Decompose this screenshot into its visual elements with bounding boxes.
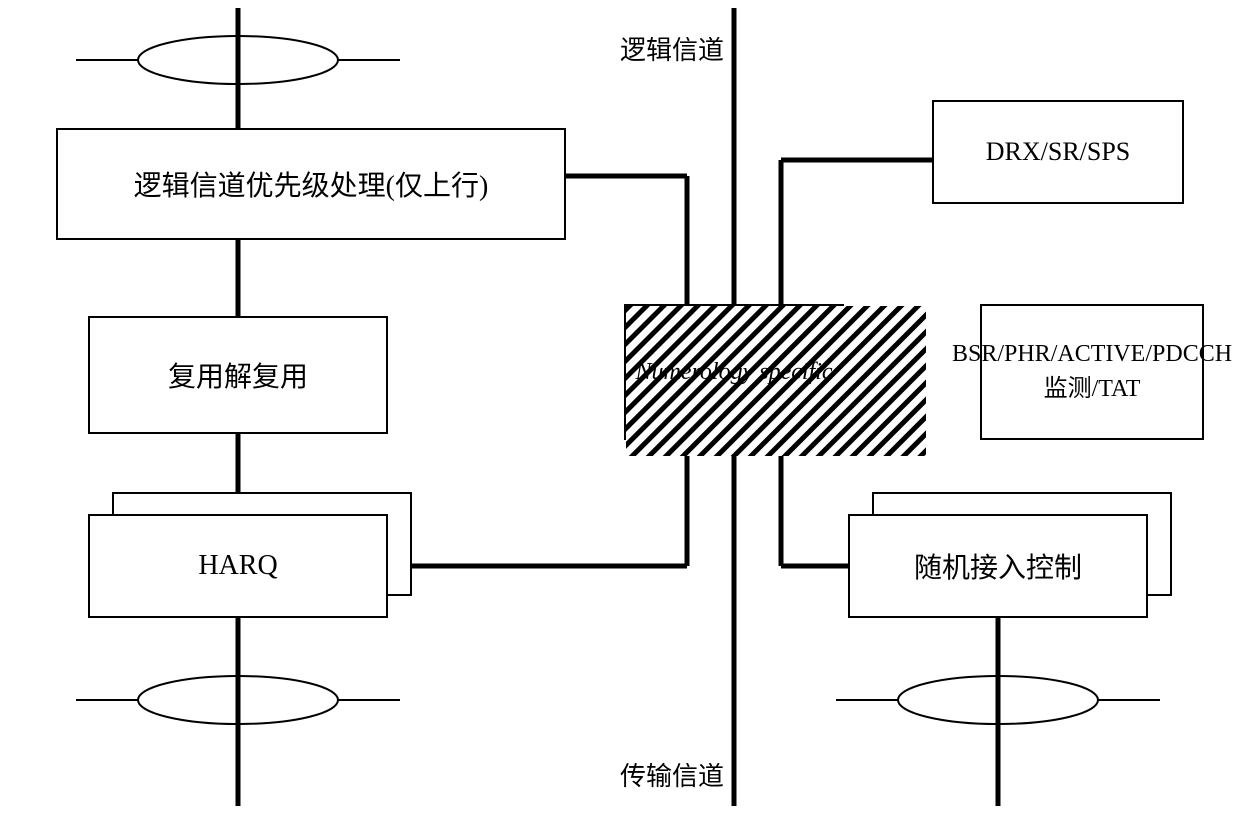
muxdemux-text: 复用解复用 — [168, 355, 308, 395]
lcp-box: 逻辑信道优先级处理(仅上行) — [56, 128, 566, 240]
mac-layer-diagram: 逻辑信道优先级处理(仅上行) 复用解复用 HARQ DRX/SR/SPS BSR… — [0, 0, 1240, 816]
drx-box: DRX/SR/SPS — [932, 100, 1184, 204]
lcp-text: 逻辑信道优先级处理(仅上行) — [134, 164, 489, 204]
numerology-text: Numerology specific — [635, 359, 832, 386]
bsr-box: BSR/PHR/ACTIVE/PDCCH 监测/TAT — [980, 304, 1204, 440]
rac-text: 随机接入控制 — [914, 546, 1082, 586]
harq-box-front: HARQ — [88, 514, 388, 618]
bsr-text: BSR/PHR/ACTIVE/PDCCH 监测/TAT — [952, 341, 1232, 403]
bottom-label: 传输信道 — [620, 756, 724, 793]
muxdemux-box: 复用解复用 — [88, 316, 388, 434]
top-label: 逻辑信道 — [620, 30, 724, 67]
drx-text: DRX/SR/SPS — [986, 137, 1131, 167]
harq-text: HARQ — [198, 550, 277, 582]
rac-box-front: 随机接入控制 — [848, 514, 1148, 618]
numerology-box: Numerology specific — [624, 304, 844, 440]
